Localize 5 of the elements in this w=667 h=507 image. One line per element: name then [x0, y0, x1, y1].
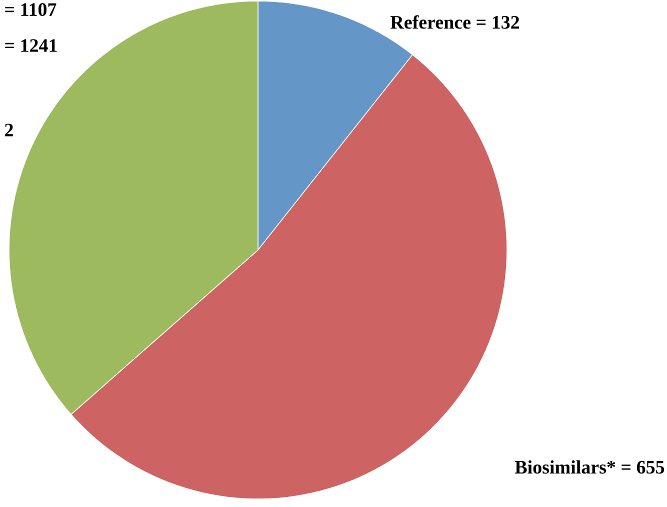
- slice-label: Biosimilars* = 655: [514, 460, 664, 474]
- text: = 1107: [5, 3, 56, 16]
- slice-label: 2: [5, 124, 13, 136]
- text: = 1241: [5, 39, 57, 52]
- slice-label: Reference = 132: [390, 15, 520, 29]
